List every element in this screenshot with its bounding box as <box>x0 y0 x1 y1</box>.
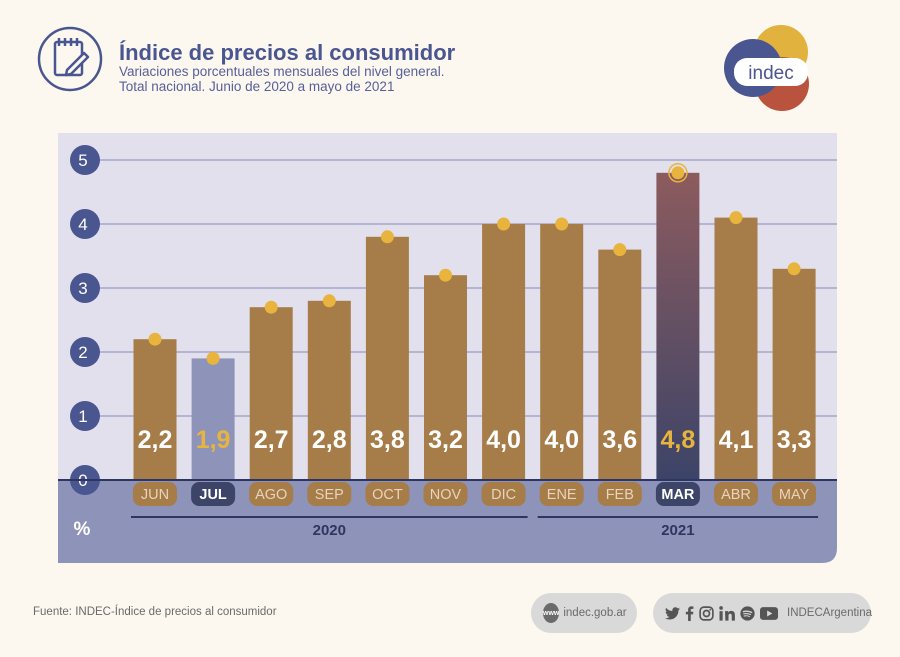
twitter-icon[interactable] <box>665 606 680 620</box>
category-label: JUN <box>141 487 169 503</box>
value-label: 2,2 <box>138 426 173 454</box>
bars: 2,2 1,9 2,7 2,8 3,8 3,2 4,0 4,0 3,6 4,8 4,1 3,3 <box>133 163 816 481</box>
bar <box>191 358 235 480</box>
social-badge[interactable]: INDECArgentina <box>653 593 873 633</box>
website-badge[interactable]: www indec.gob.ar <box>531 593 637 633</box>
category-label: JUL <box>199 487 227 503</box>
bar-marker <box>555 217 569 231</box>
year-label: 2020 <box>313 522 346 539</box>
value-label: 3,2 <box>428 426 463 454</box>
bar-marker <box>206 351 220 365</box>
chart-title: Índice de precios al consumidor <box>119 40 456 65</box>
category-label: OCT <box>372 487 403 503</box>
ytick-label: 2 <box>78 343 87 362</box>
bar <box>133 339 177 480</box>
bar-marker <box>380 230 394 244</box>
bar-marker <box>322 294 336 308</box>
bar <box>656 172 700 481</box>
website-link[interactable]: indec.gob.ar <box>563 607 627 619</box>
category-pill <box>191 482 236 506</box>
category-pill <box>772 482 817 506</box>
category-label: NOV <box>430 487 462 503</box>
ytick-label: 5 <box>78 151 87 170</box>
ytick-label: 3 <box>78 279 87 298</box>
chart-subtitle-line2: Total nacional. Junio de 2020 a mayo de … <box>119 79 395 94</box>
category-label: DIC <box>491 487 516 503</box>
bar-marker <box>787 262 801 276</box>
youtube-icon[interactable] <box>760 606 778 620</box>
y-unit-label: % <box>74 519 91 540</box>
category-pill <box>133 482 177 506</box>
category-pill <box>249 482 294 506</box>
logo-text: indec <box>748 63 793 84</box>
bar-marker <box>671 166 685 180</box>
category-label: AGO <box>255 487 287 503</box>
ytick-label: 4 <box>78 215 87 234</box>
www-icon: www <box>543 603 560 623</box>
linkedin-icon[interactable] <box>719 605 735 621</box>
chart-subtitle-line1: Variaciones porcentuales mensuales del n… <box>119 64 445 79</box>
bar <box>540 224 584 480</box>
category-pill <box>539 482 584 506</box>
bar <box>307 300 351 480</box>
ytick-badge <box>70 337 100 367</box>
spotify-icon[interactable] <box>740 605 755 621</box>
instagram-icon[interactable] <box>699 605 714 621</box>
bar-marker <box>264 300 278 314</box>
category-label: SEP <box>315 487 344 503</box>
ytick-badge <box>70 145 100 175</box>
value-label: 3,6 <box>602 426 637 454</box>
indec-logo: indec <box>724 25 809 111</box>
ytick-label: 1 <box>78 407 87 426</box>
ytick-badge <box>70 401 100 431</box>
value-label: 4,0 <box>544 426 579 454</box>
category-pill <box>597 482 642 506</box>
bar <box>482 224 526 480</box>
bar-marker-ring <box>668 163 688 183</box>
calendar-edit-icon <box>37 26 103 92</box>
category-pill <box>365 482 410 506</box>
value-label: 4,0 <box>486 426 521 454</box>
category-pill <box>307 482 352 506</box>
year-groups: 2020 2021 <box>131 516 819 539</box>
category-label: ABR <box>721 487 751 503</box>
category-pill <box>714 482 758 506</box>
bar-marker <box>497 217 511 231</box>
value-label: 4,8 <box>661 426 696 454</box>
category-pill <box>655 482 700 506</box>
bar <box>365 236 409 480</box>
value-label: 3,8 <box>370 426 405 454</box>
value-label: 3,3 <box>777 426 812 454</box>
bar <box>424 275 467 480</box>
year-label: 2021 <box>661 522 694 539</box>
category-label: MAY <box>779 487 810 503</box>
ytick-badge <box>70 273 100 303</box>
category-labels: JUN JUL AGO SEP OCT NOV DIC ENE FEB MAR ABR MAY <box>133 482 817 506</box>
bar <box>598 249 642 480</box>
value-label: 4,1 <box>719 426 754 454</box>
bar <box>714 217 758 480</box>
category-label: FEB <box>606 487 634 503</box>
bar-marker <box>439 268 452 282</box>
facebook-icon[interactable] <box>685 605 694 621</box>
y-ticks: 012345 <box>70 145 100 495</box>
social-handle[interactable]: INDECArgentina <box>787 607 873 619</box>
bar-marker <box>148 332 162 346</box>
bar <box>772 268 816 480</box>
source-note: Fuente: INDEC-Índice de precios al consu… <box>33 606 277 618</box>
category-label: ENE <box>547 487 577 503</box>
value-label: 2,8 <box>312 426 347 454</box>
category-pill <box>423 482 468 506</box>
ytick-badge <box>70 209 100 239</box>
bar <box>249 307 293 480</box>
bar-marker <box>729 211 743 225</box>
bar-marker <box>613 243 627 257</box>
value-label: 1,9 <box>196 426 231 454</box>
value-label: 2,7 <box>254 426 289 454</box>
category-pill <box>481 482 526 506</box>
category-label: MAR <box>661 487 695 503</box>
